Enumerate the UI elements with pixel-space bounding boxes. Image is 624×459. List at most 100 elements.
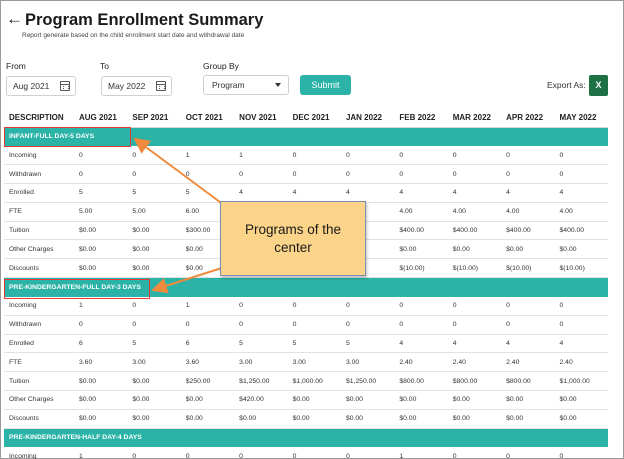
row-label: Incoming <box>4 146 74 166</box>
table-cell: $0.00 <box>394 390 448 410</box>
calendar-icon[interactable] <box>60 81 70 91</box>
table-cell: 3.00 <box>234 352 288 373</box>
enrollment-table: DESCRIPTION AUG 2021 SEP 2021 OCT 2021 NOV 2… <box>4 109 608 459</box>
table-cell: $0.00 <box>394 239 448 260</box>
table-cell: 0 <box>340 296 395 316</box>
table-cell: $0.00 <box>447 239 502 260</box>
table-cell: $0.00 <box>74 221 128 241</box>
table-row: Discounts $0.00 $0.00 $0.00 $0.00 $0.00 $0.00 $… <box>4 409 608 429</box>
table-cell: 0 <box>74 146 128 166</box>
table-cell: 5.00 <box>74 202 128 222</box>
table-cell: 0 <box>340 146 395 166</box>
column-header-month: MAY 2022 <box>554 109 608 128</box>
table-row: Withdrawn 0 0 0 0 0 0 0 0 0 0 <box>4 164 608 185</box>
annotation-callout: Programs of the center <box>220 201 366 276</box>
row-label: Enrolled <box>4 183 74 203</box>
to-date-input[interactable]: May 2022 <box>101 76 172 96</box>
table-cell: 0 <box>234 315 288 335</box>
table-cell: $800.00 <box>447 371 502 392</box>
table-cell: 5 <box>287 334 341 354</box>
excel-export-icon[interactable]: X <box>589 75 608 96</box>
chevron-down-icon <box>275 83 281 87</box>
table-cell: 3.00 <box>287 352 341 373</box>
table-cell: 0 <box>447 315 502 335</box>
column-header-month: AUG 2021 <box>74 109 128 128</box>
table-cell: $(10.00) <box>394 258 448 279</box>
table-cell: 0 <box>180 315 235 335</box>
row-label: FTE <box>4 352 74 373</box>
table-cell: 0 <box>340 315 395 335</box>
submit-button[interactable]: Submit <box>300 75 351 95</box>
table-cell: $(10.00) <box>554 258 608 279</box>
table-cell: $0.00 <box>340 409 395 429</box>
table-cell: $0.00 <box>554 390 608 410</box>
table-cell: 0 <box>287 164 341 185</box>
table-cell: 4 <box>501 183 555 203</box>
to-date-value: May 2022 <box>108 81 146 91</box>
table-row: Tuition $0.00 $0.00 $250.00 $1,250.00 $1,000.… <box>4 371 608 392</box>
calendar-icon[interactable] <box>156 81 166 91</box>
table-cell: 5 <box>127 183 181 203</box>
program-name: PRE-KINDERGARTEN-HALF DAY-4 DAYS <box>4 428 608 448</box>
table-cell: $1,000.00 <box>287 371 341 392</box>
table-cell: 2.40 <box>447 352 502 373</box>
table-cell: $0.00 <box>340 390 395 410</box>
row-label: Withdrawn <box>4 164 74 185</box>
table-cell: 5 <box>74 183 128 203</box>
table-cell: $420.00 <box>234 390 288 410</box>
back-arrow-icon[interactable]: ← <box>6 9 23 28</box>
table-cell: 2.40 <box>501 352 555 373</box>
row-label: Withdrawn <box>4 315 74 335</box>
table-cell: 0 <box>554 164 608 185</box>
table-cell: $0.00 <box>501 390 555 410</box>
table-cell: 4.00 <box>447 202 502 222</box>
table-row: Incoming 0 0 1 1 0 0 0 0 0 0 <box>4 146 608 166</box>
table-cell: $0.00 <box>127 390 181 410</box>
table-cell: 1 <box>74 447 128 459</box>
table-cell: 0 <box>554 315 608 335</box>
from-date-input[interactable]: Aug 2021 <box>6 76 76 96</box>
table-cell: 0 <box>127 447 181 459</box>
table-cell: $250.00 <box>180 371 235 392</box>
table-cell: 4.00 <box>554 202 608 222</box>
table-cell: 0 <box>127 315 181 335</box>
table-cell: 4 <box>554 334 608 354</box>
table-cell: 0 <box>180 447 235 459</box>
column-header-month: MAR 2022 <box>447 109 502 128</box>
table-cell: 0 <box>234 447 288 459</box>
to-label: To <box>100 61 109 71</box>
table-cell: 0 <box>501 164 555 185</box>
table-cell: 0 <box>340 447 395 459</box>
table-cell: $400.00 <box>554 221 608 241</box>
group-by-select[interactable]: Program <box>203 75 289 95</box>
table-cell: 1 <box>394 447 448 459</box>
table-cell: 0 <box>234 296 288 316</box>
table-cell: $400.00 <box>394 221 448 241</box>
table-cell: $1,250.00 <box>340 371 395 392</box>
table-cell: $0.00 <box>127 221 181 241</box>
row-label: Incoming <box>4 447 74 459</box>
column-header-description: DESCRIPTION <box>4 109 74 128</box>
table-cell: 4 <box>394 183 448 203</box>
table-cell: $400.00 <box>501 221 555 241</box>
table-cell: 3.00 <box>127 352 181 373</box>
table-cell: $0.00 <box>447 390 502 410</box>
table-cell: 6 <box>74 334 128 354</box>
table-row: Incoming 1 0 1 0 0 0 0 0 0 0 <box>4 296 608 316</box>
table-cell: 0 <box>127 164 181 185</box>
table-cell: $0.00 <box>127 258 181 279</box>
table-cell: $0.00 <box>447 409 502 429</box>
table-cell: $1,250.00 <box>234 371 288 392</box>
table-cell: 0 <box>394 315 448 335</box>
table-cell: 4 <box>554 183 608 203</box>
callout-line-2: center <box>274 240 312 255</box>
row-label: FTE <box>4 202 74 222</box>
table-cell: 5 <box>340 334 395 354</box>
export-label: Export As: <box>547 80 586 90</box>
table-cell: 2.40 <box>554 352 608 373</box>
table-cell: 0 <box>180 164 235 185</box>
table-cell: 4 <box>287 183 341 203</box>
row-label: Tuition <box>4 371 74 392</box>
table-cell: 0 <box>501 296 555 316</box>
table-cell: $0.00 <box>234 409 288 429</box>
